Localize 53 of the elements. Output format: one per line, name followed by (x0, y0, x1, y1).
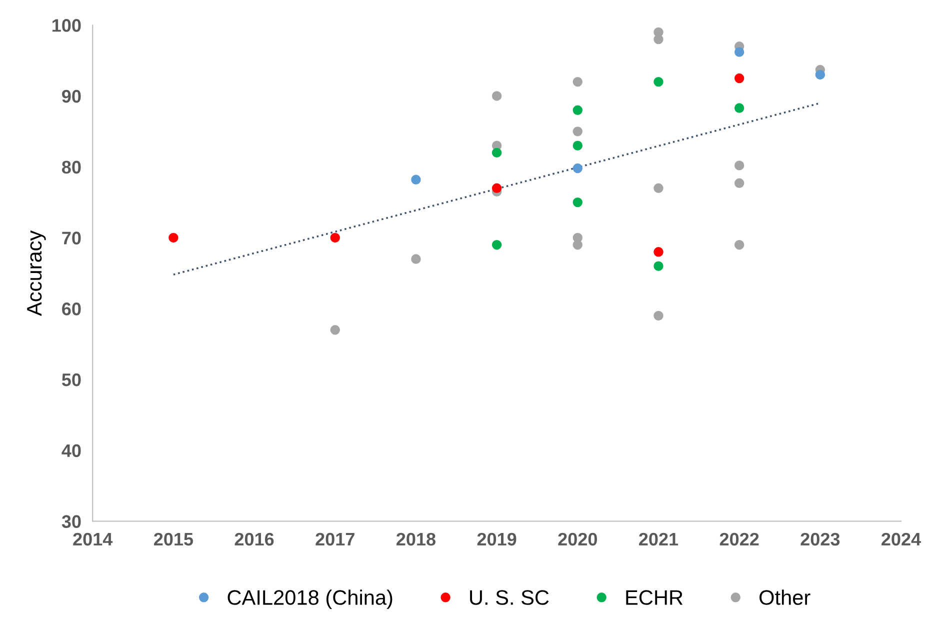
point (572, 105, 582, 116)
x-tick-label: 2017 (316, 532, 354, 546)
point (654, 183, 664, 193)
x-tick-label: 2016 (234, 532, 274, 546)
point (654, 34, 664, 44)
legend-label: Other (760, 590, 810, 605)
y-tick-label: 80 (62, 160, 81, 174)
point (572, 240, 582, 250)
point (168, 232, 178, 243)
point (492, 240, 502, 250)
point (411, 174, 421, 184)
x-tick-label: 2018 (396, 532, 436, 546)
x-tick-label: 2023 (800, 532, 840, 546)
point (492, 91, 502, 101)
x-tick-label: 2015 (154, 532, 194, 546)
x-tick-label: 2019 (477, 532, 516, 546)
point (572, 126, 582, 136)
x-tick-label: 2022 (720, 532, 759, 546)
y-tick-label: 100 (52, 19, 81, 32)
point (654, 261, 664, 271)
y-tick-label: 50 (62, 373, 81, 386)
x-tick-label: 2024 (882, 532, 921, 546)
x-tick-label: 2020 (558, 532, 597, 546)
point (572, 197, 582, 208)
point (492, 183, 502, 193)
y-tick-label: 40 (62, 444, 81, 458)
point (330, 325, 340, 335)
point (734, 240, 744, 250)
legend-label: U. S. SC (470, 590, 549, 605)
point (572, 76, 582, 87)
point (734, 160, 744, 170)
y-tick-label: 70 (62, 232, 81, 244)
point (492, 148, 502, 158)
point (734, 103, 744, 113)
point (654, 76, 664, 87)
y-axis-title: Accuracy (27, 230, 46, 316)
y-tick-label: 90 (62, 90, 81, 103)
point (734, 47, 744, 57)
point (815, 70, 826, 80)
x-tick-label: 2014 (73, 532, 113, 546)
y-tick-label: 60 (62, 302, 81, 316)
x-tick-label: 2021 (639, 532, 678, 546)
legend-label: ECHR (626, 590, 683, 605)
point (734, 178, 744, 188)
point (654, 247, 664, 257)
point (572, 140, 582, 150)
point (654, 310, 664, 321)
point (734, 73, 744, 84)
y-tick-label: 30 (62, 515, 81, 528)
point (411, 254, 421, 264)
legend-label: CAIL2018 (China) (228, 590, 392, 610)
point (572, 163, 582, 174)
point (330, 232, 340, 243)
